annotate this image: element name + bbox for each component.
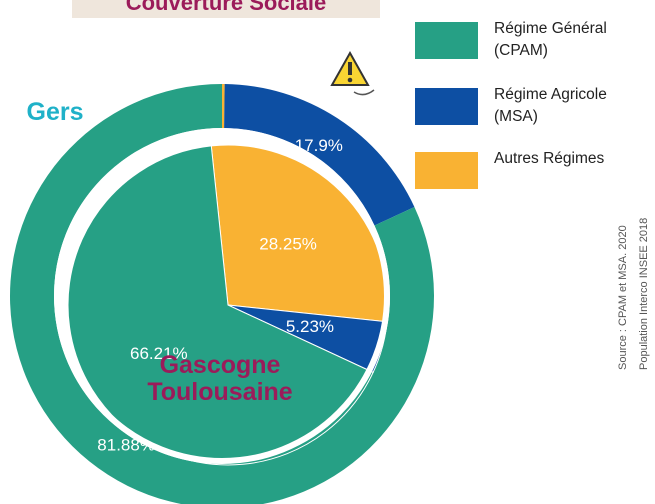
value-label: 28.25% [259, 234, 317, 253]
legend-swatch [415, 22, 478, 59]
source: Source : CPAM et MSA. 2020 [617, 225, 629, 370]
ring-segment [224, 84, 415, 226]
legend-label: Régime Agricole (MSA) [494, 86, 607, 125]
category-label: Gers [26, 98, 84, 126]
value-label: 5.23% [286, 317, 334, 336]
chart-title: Couverture Sociale [72, 0, 380, 18]
legend-item: Régime Agricole (MSA) [415, 86, 651, 128]
legend-swatch [415, 88, 478, 125]
value-label: 66.21% [130, 344, 188, 363]
warning-icon [330, 50, 375, 96]
category-label: Gascogne Toulousaine [147, 351, 293, 406]
value-label: 17.9% [295, 136, 343, 155]
legend-label: Autres Régimes [494, 150, 605, 167]
ring-segment [222, 84, 225, 129]
legend-item: Régime Général (CPAM) [415, 20, 651, 62]
legend-item: Autres Régimes [415, 150, 651, 192]
legend-swatch [415, 152, 478, 189]
legend-label: Régime Général (CPAM) [494, 20, 607, 59]
source: Population Interco INSEE 2018 [638, 217, 650, 370]
ring-border [54, 128, 390, 464]
pie-slice [67, 145, 374, 466]
